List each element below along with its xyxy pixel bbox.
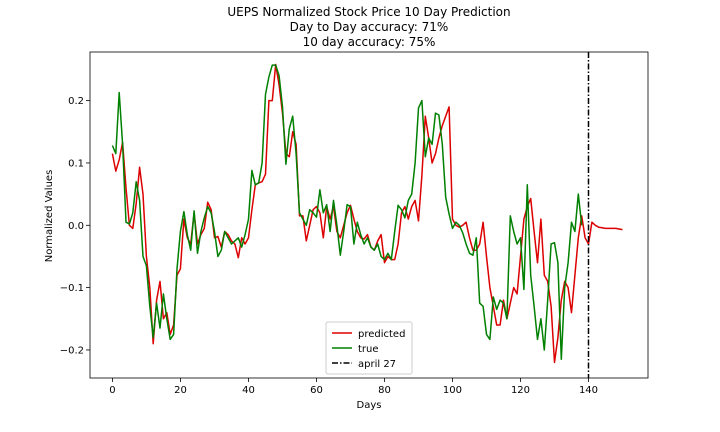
axes-frame (89, 51, 649, 379)
x-tick-label: 60 (310, 385, 323, 396)
legend-label-predicted: predicted (358, 329, 405, 340)
legend-label-true: true (358, 344, 379, 355)
x-axis-label: Days (357, 400, 382, 411)
series-line-true (111, 64, 583, 361)
y-axis-label: Normalized Values (44, 170, 55, 263)
x-tick-label: 40 (242, 385, 255, 396)
legend-label-april-27: april 27 (358, 359, 396, 370)
chart-subtitle-10day-accuracy: 10 day accuracy: 75% (303, 35, 436, 49)
y-tick-label: 0.0 (68, 221, 84, 232)
y-tick-label: −0.2 (60, 345, 84, 356)
legend-box (325, 321, 413, 375)
x-tick-label: 140 (579, 385, 598, 396)
x-tick-label: 0 (109, 385, 115, 396)
x-tick-label: 20 (174, 385, 187, 396)
chart-subtitle-day-accuracy: Day to Day accuracy: 71% (290, 20, 449, 34)
plot-area (111, 52, 623, 378)
y-tick-label: −0.1 (60, 283, 84, 294)
axis-ticks: 0 20 40 60 80 100 120 140 −0.2 −0.1 0.0 0.1 0.2 (60, 51, 649, 396)
y-tick-label: 0.1 (68, 158, 84, 169)
y-tick-label: 0.2 (68, 96, 84, 107)
legend: predicted true april 27 (325, 321, 413, 375)
chart-title: UEPS Normalized Stock Price 10 Day Predi… (227, 5, 510, 19)
x-tick-label: 120 (511, 385, 530, 396)
x-tick-label: 80 (378, 385, 391, 396)
x-tick-label: 100 (443, 385, 462, 396)
